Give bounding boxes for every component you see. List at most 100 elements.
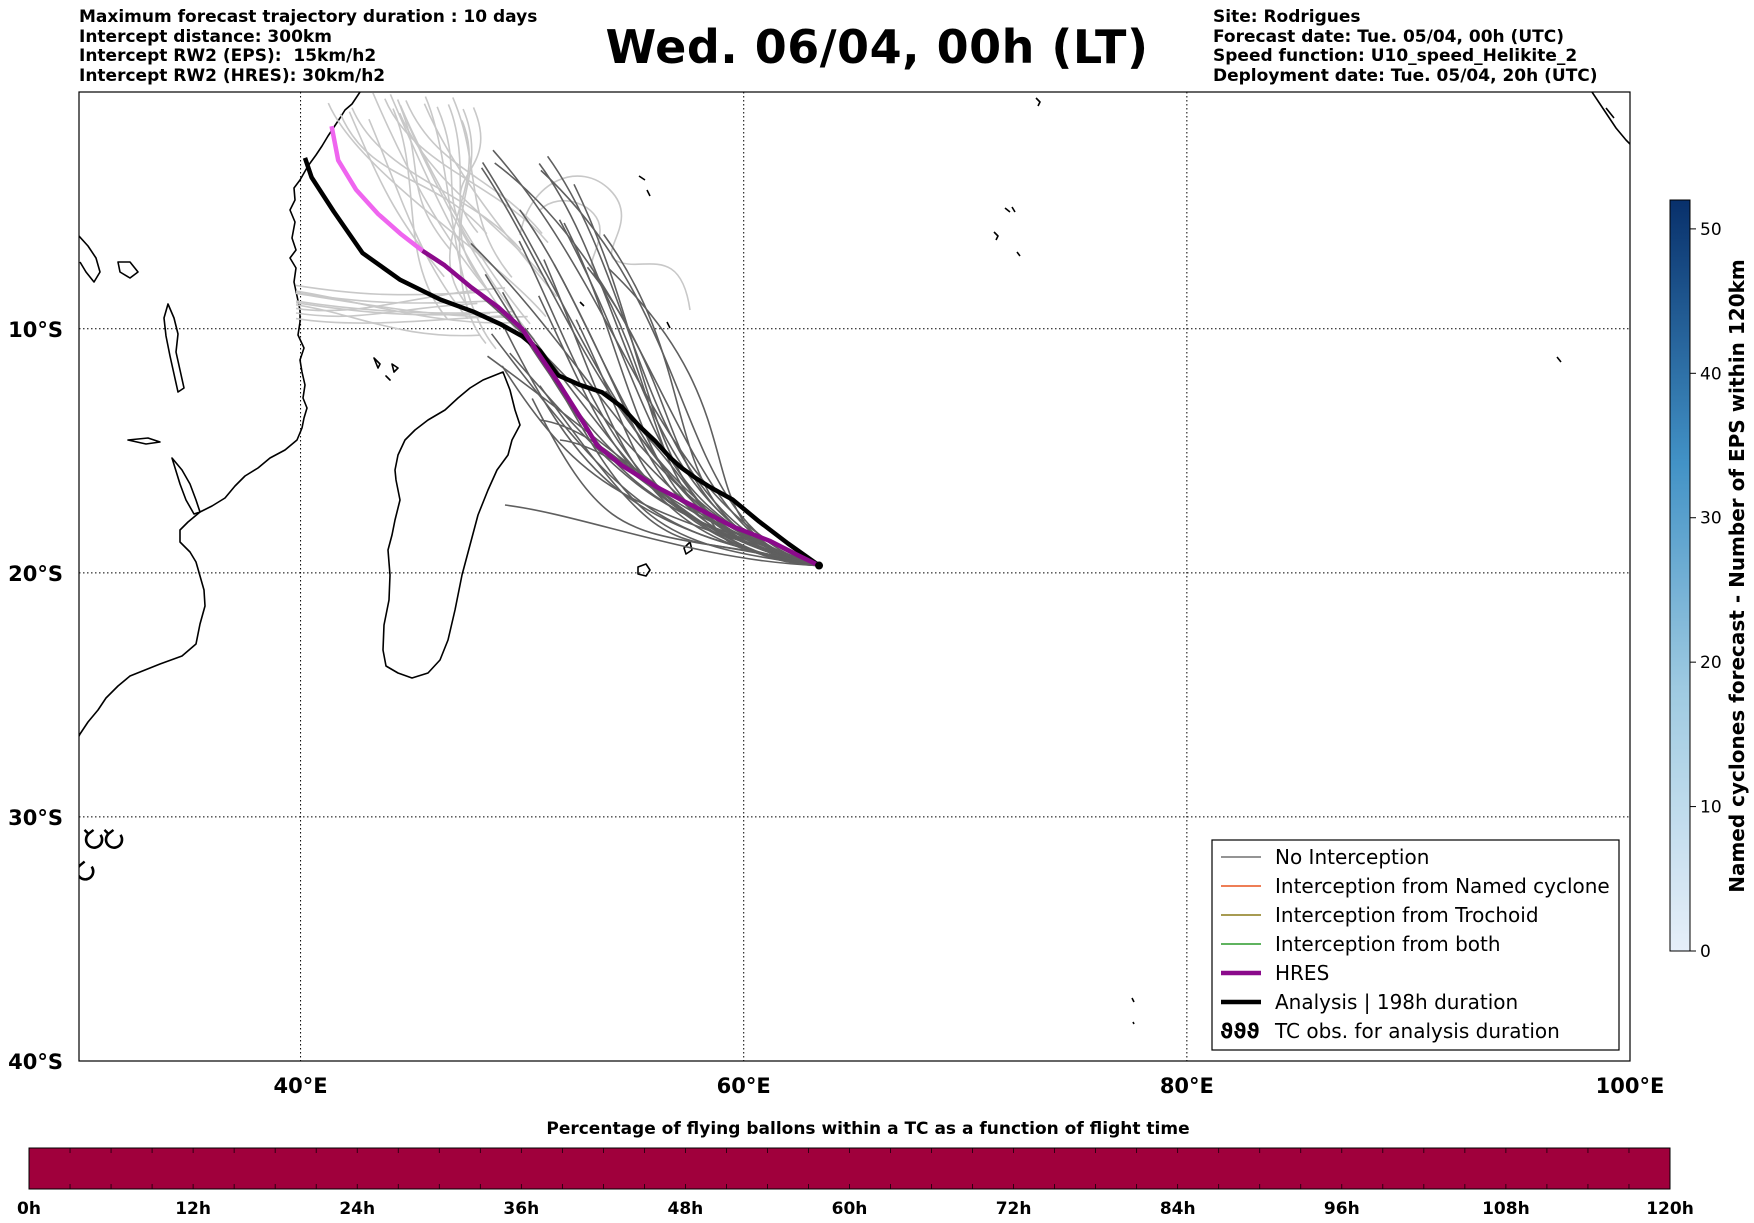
longitude-tick-label: 60°E [717,1074,771,1098]
legend: No Interception Interception from Named c… [1211,839,1620,1051]
legend-item: Interception from Trochoid [1221,903,1539,927]
hres-track [421,248,820,568]
coastlines [79,92,1630,1025]
colorbar-tick-label: 30 [1700,509,1722,529]
latitude-tick-label: 40°S [8,1050,63,1074]
legend-item: Interception from Named cyclone [1221,874,1610,898]
islands-chagos [1035,97,1041,107]
latitude-tick-label: 10°S [8,318,63,342]
lake-victoria [117,261,139,279]
ensemble-track-late [449,120,471,306]
colorbar-tick-label: 0 [1700,942,1711,962]
ensemble-track [504,504,820,567]
flight-time-tick-label: 48h [668,1199,704,1219]
legend-label: Interception from Trochoid [1275,903,1539,927]
ensemble-track-late [436,106,483,259]
tc-obs-marker [103,828,124,849]
header-left-info: Maximum forecast trajectory duration : 1… [79,7,537,86]
flight-time-tick-label: 60h [832,1199,868,1219]
ensemble-track [558,219,820,567]
island-comoros [373,357,399,381]
header-line-speed-function: Speed function: U10_speed_Helikite_2 [1213,46,1578,66]
map-title: Wed. 06/04, 00h (LT) [605,20,1149,74]
ensemble-track [481,161,820,567]
colorbar-tick-label: 10 [1700,798,1722,818]
flight-time-ticks: 0h 12h 24h 36h 48h 60h 72h 84h 96h 108h 120h [17,1199,1694,1219]
madagascar-coast [382,371,521,679]
legend-item: Interception from both [1221,932,1501,956]
ensemble-track-late [519,175,691,311]
legend-label: TC obs. for analysis duration [1274,1019,1560,1043]
header-line-intercept-distance: Intercept distance: 300km [79,26,332,47]
flight-time-bar-title: Percentage of flying ballons within a TC… [546,1119,1189,1139]
tc-obs-marker [83,828,104,849]
africa-coast [79,92,361,738]
lake-mweru [127,437,161,445]
ensemble-track-late [339,113,488,235]
flight-time-tick-label: 12h [175,1199,211,1219]
ensemble-track-late [396,99,451,251]
ensemble-track [559,439,820,567]
ensemble-track-late [351,107,522,251]
colorbar-gradient [1669,199,1691,952]
ensemble-track-late [452,97,513,278]
flight-time-bar-fill [28,1147,1671,1190]
flight-time-tick-label: 96h [1324,1199,1360,1219]
tc-obs-legend-icon: ϑϑϑ [1220,1019,1260,1043]
ensemble-track-late [295,292,487,304]
legend-label: Interception from both [1275,932,1501,956]
flight-time-tick-label: 120h [1646,1199,1694,1219]
graticule [79,92,1630,1061]
colorbar-right: 0 10 20 30 40 50 Named cyclones forecast - Nu… [1669,199,1749,962]
ensemble-track-late [368,118,469,320]
legend-item: No Interception [1221,845,1429,869]
header-line-rw2-hres: Intercept RW2 (HRES): 30km/h2 [79,65,386,86]
mainland-interior-coast [79,235,101,283]
flight-time-tick-label: 108h [1482,1199,1530,1219]
latitude-labels: 10°S 20°S 30°S 40°S [8,318,63,1074]
flight-time-tick-label: 84h [1160,1199,1196,1219]
flight-time-tick-label: 24h [339,1199,375,1219]
ensemble-track [553,263,820,567]
longitude-tick-label: 80°E [1160,1074,1214,1098]
legend-item: HRES [1221,961,1329,985]
release-site-marker [815,561,824,570]
latitude-tick-label: 30°S [8,806,63,830]
tc-obs-marker [79,860,95,881]
island-mauritius-reunion [637,541,693,577]
island-cocos [1556,356,1562,363]
ensemble-track [539,385,820,567]
flight-time-minor-ticks [28,1148,1671,1189]
island-sumatra-tip [1591,92,1630,145]
legend-label: HRES [1275,961,1329,985]
header-line-site: Site: Rodrigues [1213,7,1361,27]
legend-item: Analysis | 198h duration [1221,990,1518,1014]
legend-label: No Interception [1275,845,1429,869]
legend-label: Interception from Named cyclone [1275,874,1610,898]
lake-malawi [171,457,201,515]
islands-seychelles [993,206,1021,257]
ensemble-track-late [295,300,515,314]
header-line-deployment-date: Deployment date: Tue. 05/04, 20h (UTC) [1213,65,1598,86]
header-line-rw2-eps: Intercept RW2 (EPS): 15km/h2 [79,46,377,66]
longitude-tick-label: 40°E [274,1074,328,1098]
ensemble-track [480,167,820,567]
ensemble-track-late [372,92,489,292]
colorbar-title: Named cyclones forecast - Number of EPS … [1725,259,1749,893]
legend-label: Analysis | 198h duration [1275,990,1518,1014]
flight-time-tick-label: 36h [503,1199,539,1219]
longitude-labels: 40°E 60°E 80°E 100°E [274,1074,1665,1098]
header-line-forecast-date: Forecast date: Tue. 05/04, 00h (UTC) [1213,26,1564,47]
colorbar-tick-label: 20 [1700,653,1722,673]
hres-track-light-segment [329,125,424,253]
longitude-tick-label: 100°E [1596,1074,1665,1098]
colorbar-tick-label: 40 [1700,364,1722,384]
latitude-tick-label: 20°S [8,562,63,586]
ensemble-track [532,341,820,567]
flight-time-tick-label: 0h [17,1199,41,1219]
ensemble-track-late [327,102,547,318]
flight-time-tick-label: 72h [996,1199,1032,1219]
flight-time-bar: Percentage of flying ballons within a TC… [17,1119,1694,1219]
header-right-info: Site: Rodrigues Forecast date: Tue. 05/0… [1213,7,1598,86]
